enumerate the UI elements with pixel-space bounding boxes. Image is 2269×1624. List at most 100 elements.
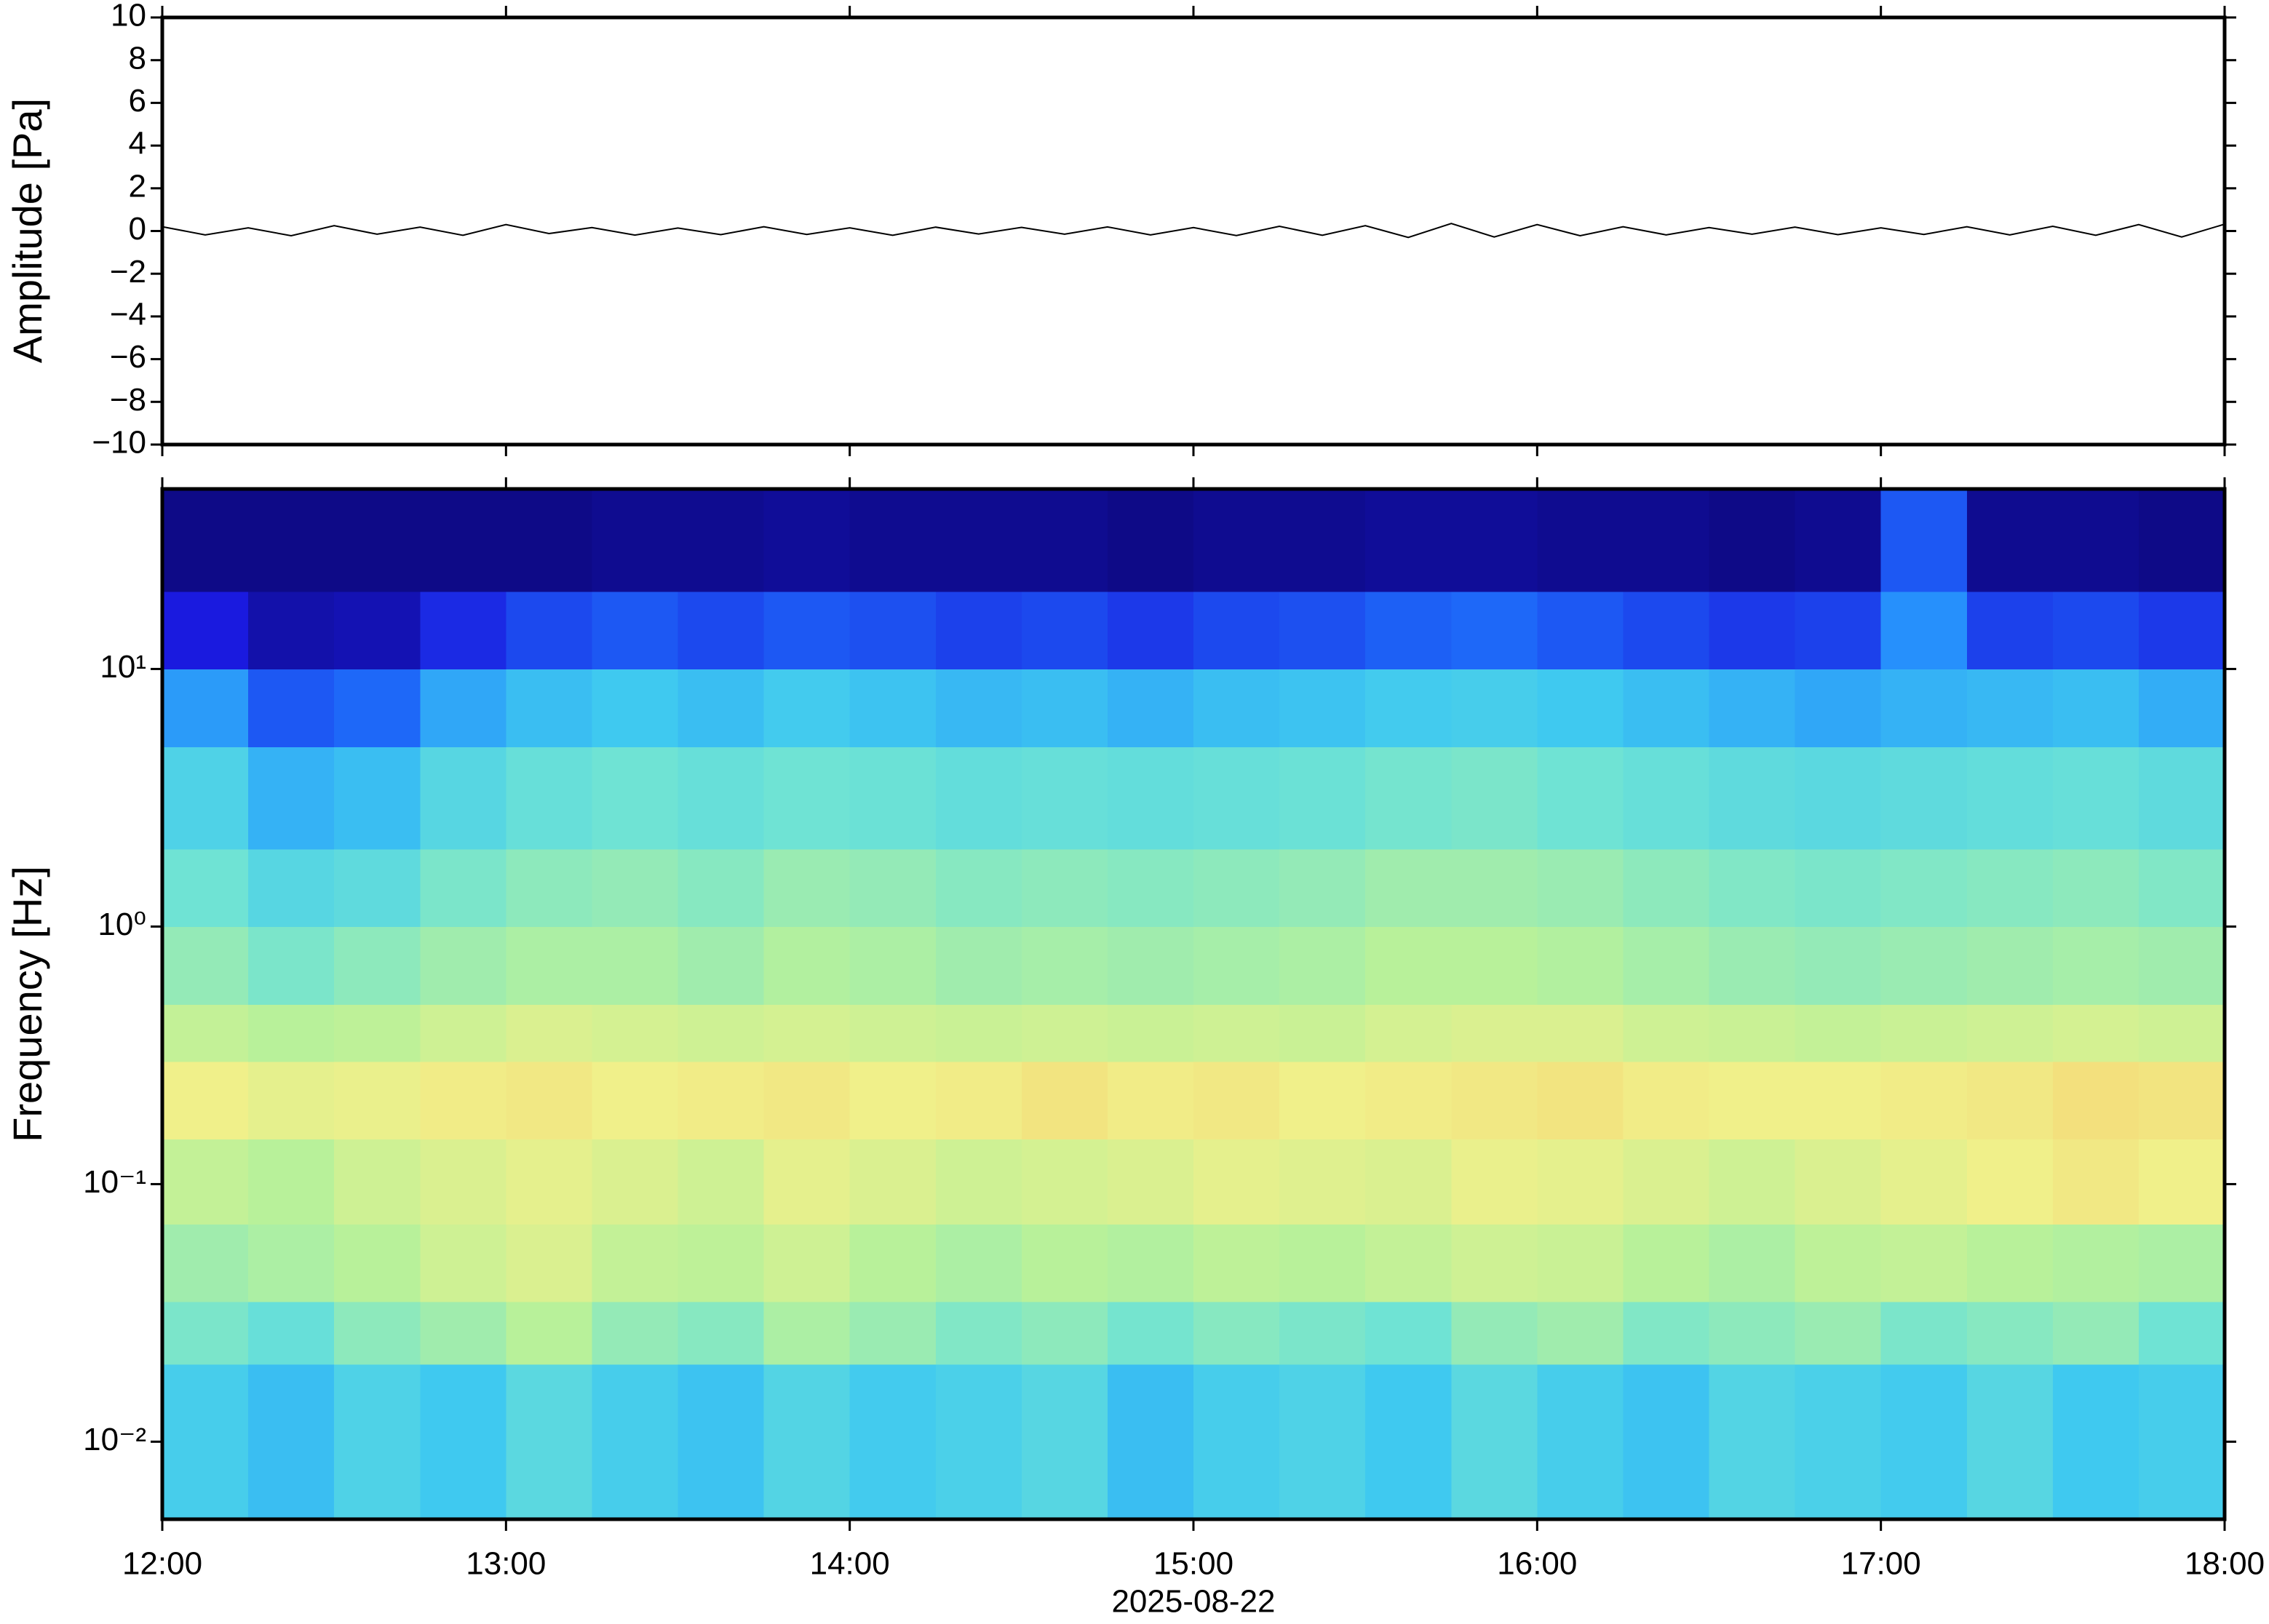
spectrogram-cell bbox=[2052, 747, 2139, 850]
spectrogram-cell bbox=[1021, 1224, 1108, 1302]
spectrogram-cell bbox=[935, 848, 1022, 928]
spectrogram-cell bbox=[1365, 489, 1453, 592]
spectrogram-cell bbox=[162, 489, 249, 592]
spectrogram-cell bbox=[2138, 1139, 2225, 1225]
spectrogram-cell bbox=[2138, 591, 2225, 670]
x-tick-label: 15:00 bbox=[1153, 1546, 1233, 1582]
spectrogram-cell bbox=[1880, 1364, 1968, 1520]
spectrogram-cell bbox=[334, 489, 421, 592]
spectrogram-cell bbox=[162, 1301, 249, 1365]
spectrogram-cell bbox=[1365, 1224, 1453, 1302]
spectrogram-cell bbox=[162, 591, 249, 670]
spectrogram-cell bbox=[592, 1301, 679, 1365]
spectrogram-cell bbox=[1623, 591, 1710, 670]
spectrogram-cell bbox=[248, 926, 335, 1005]
spectrogram-cell bbox=[1279, 1364, 1366, 1520]
spectrogram-cell bbox=[592, 1004, 679, 1062]
spectrogram-cell bbox=[1193, 591, 1280, 670]
spectrogram-cell bbox=[763, 669, 851, 747]
spectrogram-cell bbox=[1709, 591, 1796, 670]
spectrogram-cell bbox=[1193, 489, 1280, 592]
spectrogram-cell bbox=[1107, 1139, 1194, 1225]
spectrogram-cell bbox=[2052, 848, 2139, 928]
spectrogram-cell bbox=[1451, 591, 1538, 670]
spectrogram-cell bbox=[1537, 1004, 1624, 1062]
spectrogram-cell bbox=[1709, 489, 1796, 592]
spectrogram-cell bbox=[420, 926, 507, 1005]
spectrogram-cell bbox=[677, 669, 765, 747]
spectrogram-cell bbox=[1795, 1301, 1882, 1365]
spectrogram-cell bbox=[763, 1004, 851, 1062]
spectrogram-cell bbox=[1537, 1364, 1624, 1520]
spectrogram-cell bbox=[162, 1364, 249, 1520]
spectrogram-cell bbox=[677, 591, 765, 670]
spectrogram-cell bbox=[1795, 591, 1882, 670]
spectrogram-cell bbox=[1709, 1364, 1796, 1520]
spectrogram-cell bbox=[248, 591, 335, 670]
spectrogram-cell bbox=[334, 848, 421, 928]
spectrogram-cell bbox=[1709, 669, 1796, 747]
spectrogram-cell bbox=[248, 1139, 335, 1225]
spectrogram-cell bbox=[1193, 1139, 1280, 1225]
x-tick-label: 14:00 bbox=[810, 1546, 890, 1582]
spectrogram-cell bbox=[1021, 489, 1108, 592]
spectrogram-cell bbox=[506, 1004, 593, 1062]
spectrogram-cell bbox=[763, 489, 851, 592]
spectrogram-cell bbox=[1279, 669, 1366, 747]
spectrogram-cell bbox=[1021, 848, 1108, 928]
spectrogram-cell bbox=[420, 1301, 507, 1365]
spectrogram-cell bbox=[506, 669, 593, 747]
spectrogram-cell bbox=[1107, 1364, 1194, 1520]
spectrogram-cell bbox=[506, 1139, 593, 1225]
spectrogram-cell bbox=[248, 1061, 335, 1139]
spectrogram-cell bbox=[1795, 926, 1882, 1005]
spectrogram-cell bbox=[420, 1139, 507, 1225]
y-tick-label: 0 bbox=[129, 211, 146, 247]
spectrogram-cell bbox=[1107, 1301, 1194, 1365]
spectrogram-cell bbox=[1451, 669, 1538, 747]
spectrogram-cell bbox=[1966, 848, 2054, 928]
spectrogram-cell bbox=[592, 1061, 679, 1139]
spectrogram-cell bbox=[1279, 747, 1366, 850]
spectrogram-cell bbox=[1795, 489, 1882, 592]
spectrogram-cell bbox=[1537, 747, 1624, 850]
spectrogram-cell bbox=[849, 591, 937, 670]
spectrogram-cell bbox=[1451, 489, 1538, 592]
spectrogram-cell bbox=[1451, 848, 1538, 928]
spectrogram-cell bbox=[1107, 1224, 1194, 1302]
spectrogram-cell bbox=[1709, 1139, 1796, 1225]
spectrogram-cell bbox=[677, 1139, 765, 1225]
spectrogram-cell bbox=[248, 669, 335, 747]
spectrogram-cell bbox=[1193, 669, 1280, 747]
spectrogram-cell bbox=[1107, 747, 1194, 850]
spectrogram-cell bbox=[1880, 1004, 1968, 1062]
spectrogram-cell bbox=[334, 1301, 421, 1365]
spectrogram-cell bbox=[1795, 747, 1882, 850]
spectrogram-cell bbox=[763, 1061, 851, 1139]
spectrogram-cell bbox=[1880, 926, 1968, 1005]
spectrogram-cell bbox=[162, 1004, 249, 1062]
spectrogram-cell bbox=[1451, 1061, 1538, 1139]
spectrogram-cell bbox=[162, 926, 249, 1005]
spectrogram-cell bbox=[1623, 1061, 1710, 1139]
spectrogram-cell bbox=[1365, 591, 1453, 670]
spectrogram-cell bbox=[1795, 848, 1882, 928]
spectrogram-cell bbox=[763, 848, 851, 928]
spectrogram-cell bbox=[1795, 1004, 1882, 1062]
spectrogram-cell bbox=[763, 1364, 851, 1520]
spectrogram-cell bbox=[1795, 1364, 1882, 1520]
spectrogram-cell bbox=[1795, 669, 1882, 747]
spectrogram-cell bbox=[420, 591, 507, 670]
spectrogram-cell bbox=[592, 669, 679, 747]
spectrogram-cell bbox=[849, 669, 937, 747]
spectrogram-cell bbox=[1021, 1139, 1108, 1225]
spectrogram-cell bbox=[1365, 1061, 1453, 1139]
spectrogram-cell bbox=[1709, 1004, 1796, 1062]
spectrogram-cell bbox=[592, 926, 679, 1005]
x-tick-label: 12:00 bbox=[122, 1546, 202, 1582]
spectrogram-cell bbox=[1709, 848, 1796, 928]
spectrogram-cell bbox=[592, 747, 679, 850]
spectrogram-cell bbox=[1966, 489, 2054, 592]
